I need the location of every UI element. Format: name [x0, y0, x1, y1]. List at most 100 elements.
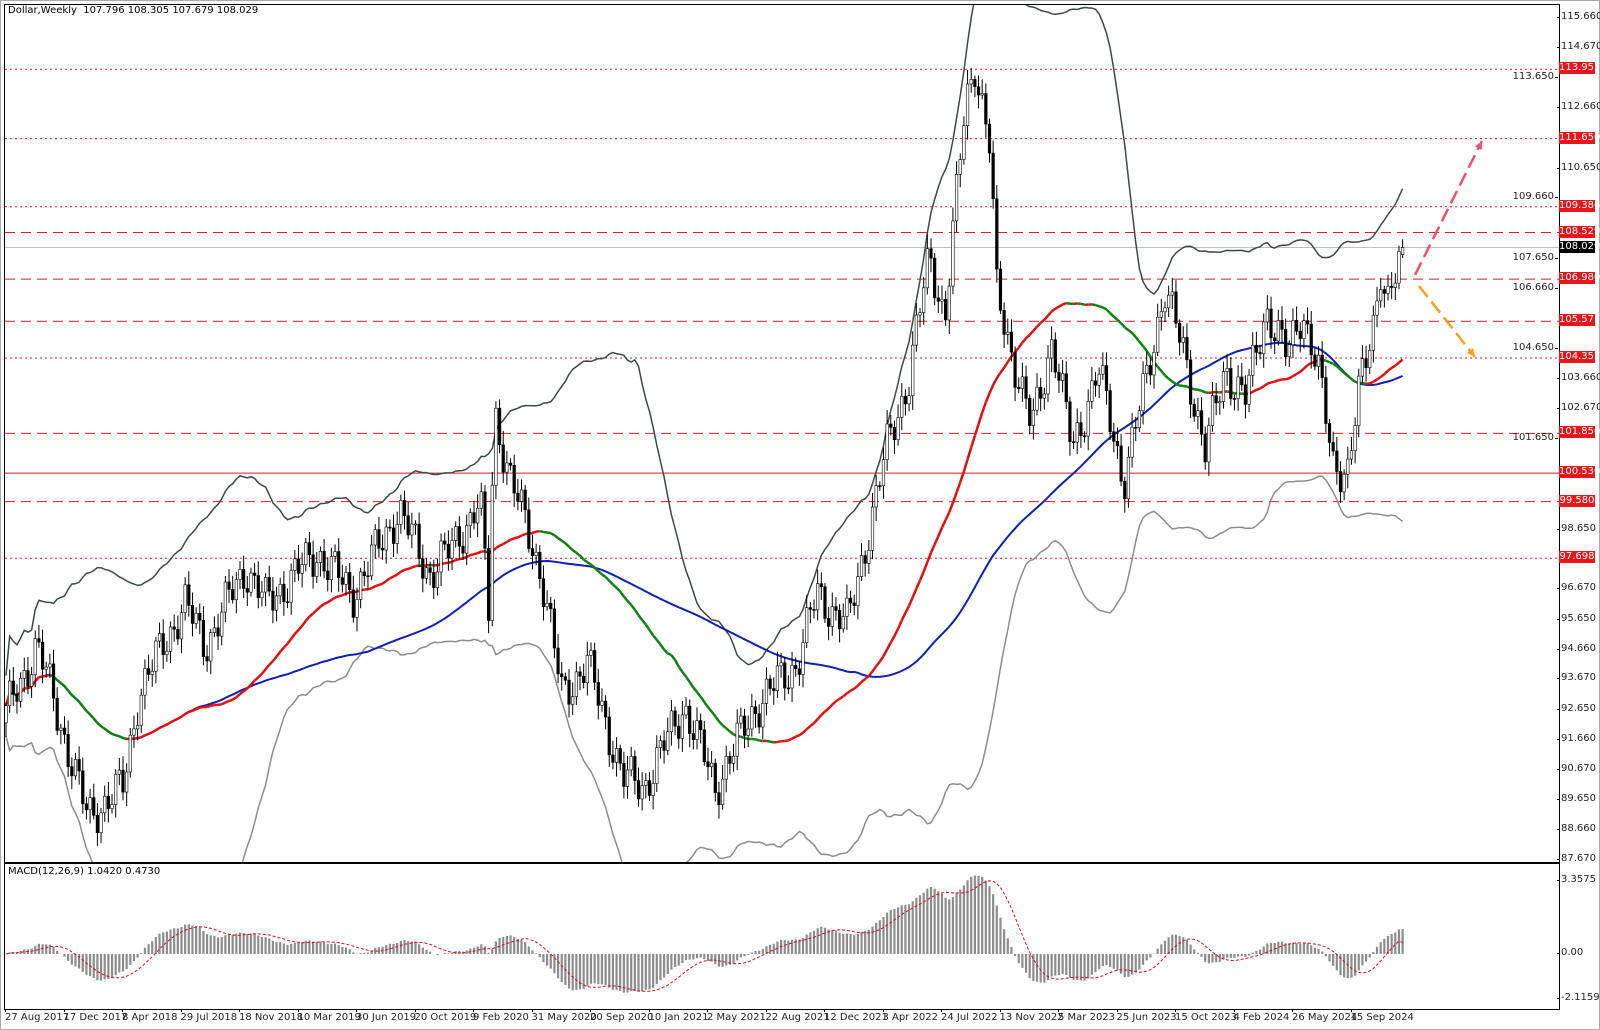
ma-segment [1394, 361, 1400, 367]
candle [194, 607, 198, 629]
candle [987, 118, 992, 163]
candle-body [161, 633, 165, 656]
x-tick-label: 8 Apr 2018 [122, 1009, 178, 1023]
candle-body [70, 766, 74, 777]
candle-body [446, 543, 450, 559]
candle [344, 565, 348, 596]
candle [1119, 433, 1123, 487]
ma-segment [681, 671, 688, 678]
candle-body [1265, 308, 1269, 323]
ma-segment [926, 552, 933, 563]
candle [121, 756, 125, 801]
candle [958, 153, 962, 188]
candle [1050, 326, 1054, 373]
candle [640, 772, 644, 811]
level-price-label: 99.580 [1559, 494, 1595, 507]
ma-segment [499, 542, 504, 547]
y-tick-label: 93.670 [1557, 672, 1596, 684]
ma-segment [977, 412, 984, 425]
ma-segment [177, 715, 183, 720]
ma-segment [451, 558, 457, 563]
candle [556, 634, 560, 684]
candle [1386, 274, 1390, 301]
ma-segment [1156, 365, 1163, 372]
candle [596, 668, 600, 720]
candle-body [1302, 320, 1306, 339]
ma-segment [155, 726, 161, 732]
price-pane[interactable] [4, 4, 1560, 863]
candle [1364, 345, 1368, 382]
candle [1196, 398, 1200, 430]
candle-body [1167, 294, 1171, 309]
ma-segment [466, 554, 471, 559]
ma-segment [984, 392, 991, 403]
candle [1192, 398, 1196, 422]
ma-segment [1047, 310, 1053, 317]
candle [527, 497, 531, 553]
candle [922, 277, 926, 325]
candle-body [779, 662, 783, 667]
candle-body [205, 656, 209, 662]
candle-body [249, 572, 253, 593]
candle-body [1057, 371, 1061, 381]
candle-body [728, 755, 732, 764]
ma-segment [1127, 329, 1133, 334]
candle [837, 604, 842, 643]
candle-body [841, 616, 845, 630]
candle-body [746, 728, 750, 736]
candle-body [110, 804, 114, 809]
ma-segment [805, 725, 812, 731]
ma-segment [615, 586, 622, 593]
candle [1112, 422, 1116, 453]
candle [205, 645, 209, 672]
candle-body [190, 605, 195, 624]
level-price-label: 100.530 [1559, 466, 1600, 479]
candle-body [77, 759, 81, 772]
candle-body [424, 567, 429, 579]
ma-segment [42, 674, 47, 678]
candle-body [1097, 373, 1101, 386]
ma-segment [1339, 368, 1345, 374]
candle-body [768, 678, 772, 689]
candle [604, 695, 608, 730]
candle [944, 290, 948, 326]
ma-segment [568, 545, 574, 552]
candle-body [794, 665, 798, 670]
ma-segment [470, 552, 475, 557]
ma-segment [1274, 379, 1279, 383]
candle [731, 743, 736, 772]
candle [44, 661, 48, 678]
candle-body [245, 588, 249, 593]
candle [574, 661, 578, 705]
ma-segment [1113, 315, 1119, 321]
candle-body [593, 650, 597, 683]
candle-body [1346, 458, 1350, 475]
ma-segment [151, 729, 157, 734]
candle-body [1349, 450, 1354, 460]
ma-segment [1138, 340, 1144, 347]
candle-body [731, 755, 736, 764]
macd-pane[interactable] [4, 863, 1560, 1010]
candle [545, 590, 549, 611]
candle [1071, 431, 1076, 449]
ma-segment [1372, 378, 1378, 383]
candle [318, 546, 323, 577]
level-price-label: 108.529 [1559, 225, 1600, 238]
candle-body [311, 554, 315, 577]
candle [914, 303, 918, 352]
ma-segment [970, 435, 977, 448]
candle-body [1298, 330, 1302, 339]
candle-body [519, 489, 524, 502]
candle-body [1126, 456, 1131, 500]
ma-segment [271, 655, 278, 662]
bearish-arrow-head [1466, 348, 1475, 357]
ma-segment [144, 732, 150, 737]
ma-segment [784, 739, 789, 743]
candle-body [1236, 376, 1240, 399]
candle [454, 521, 458, 548]
ma-segment [959, 471, 966, 483]
ma-segment [122, 736, 127, 741]
ma-segment [115, 734, 120, 738]
candle-body [1093, 380, 1098, 386]
candle-body [951, 220, 955, 287]
